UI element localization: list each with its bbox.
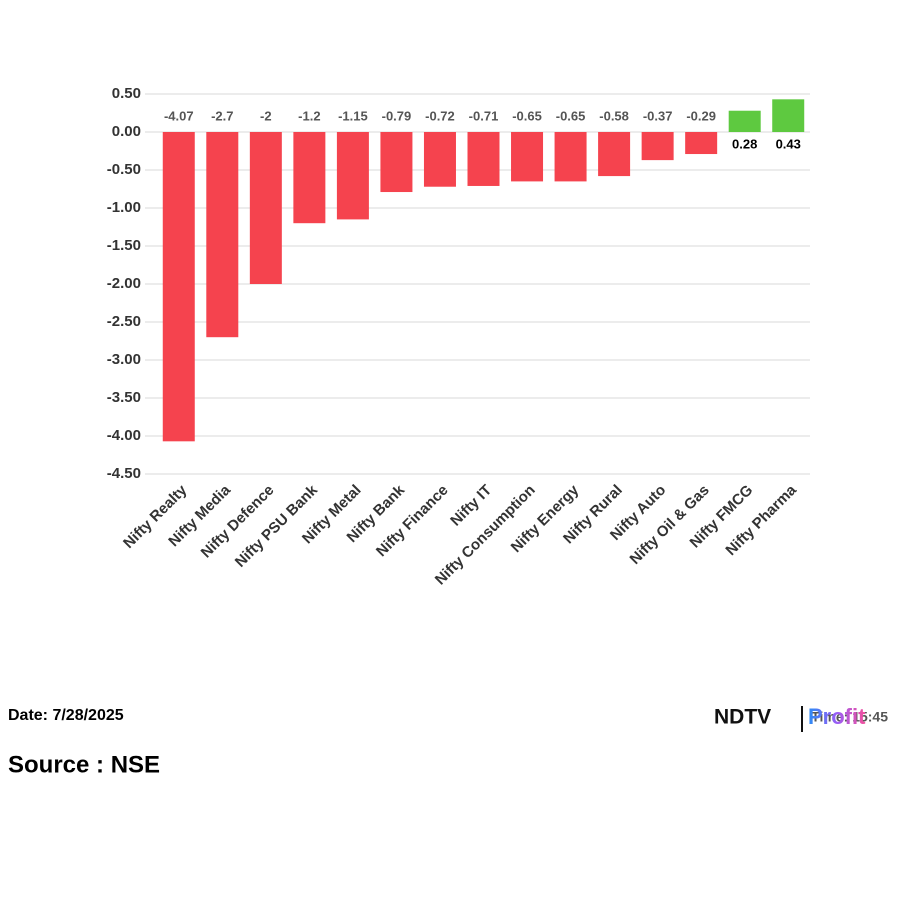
bar: [641, 132, 674, 161]
time: Time: 15:45: [811, 709, 888, 725]
value-label: -1.2: [298, 108, 320, 123]
y-tick-label: -2.00: [107, 275, 141, 292]
bar: [772, 99, 805, 132]
y-tick-label: -3.00: [107, 351, 141, 368]
value-label: -2.7: [211, 108, 233, 123]
y-tick-label: -4.00: [107, 427, 141, 444]
value-label: -1.15: [338, 108, 368, 123]
bar: [728, 110, 761, 132]
logo-ndtv: NDTV: [714, 706, 771, 729]
value-label: 0.43: [776, 136, 801, 151]
value-label: -0.65: [556, 108, 586, 123]
value-label: -0.71: [469, 108, 499, 123]
y-tick-label: -3.50: [107, 389, 141, 406]
bar: [249, 132, 282, 284]
bar: [511, 132, 544, 182]
value-label: -0.79: [382, 108, 412, 123]
bar: [380, 132, 413, 193]
bar: [206, 132, 239, 338]
value-label: -0.58: [599, 108, 629, 123]
bar: [423, 132, 456, 187]
value-label: -0.65: [512, 108, 542, 123]
y-tick-label: -4.50: [107, 465, 141, 482]
y-tick-label: -1.50: [107, 237, 141, 254]
bar: [554, 132, 587, 182]
bar: [685, 132, 718, 155]
value-label: -0.72: [425, 108, 455, 123]
source: Source : NSE: [8, 751, 160, 778]
y-tick-label: -1.00: [107, 199, 141, 216]
bar: [467, 132, 500, 186]
value-label: 0.28: [732, 136, 757, 151]
bar: [162, 132, 195, 442]
y-tick-label: 0.00: [112, 123, 141, 140]
y-tick-label: -0.50: [107, 161, 141, 178]
bar: [598, 132, 631, 177]
value-label: -4.07: [164, 108, 194, 123]
value-label: -2: [260, 108, 272, 123]
value-label: -0.29: [686, 108, 716, 123]
logo-profit: Profit: [808, 704, 866, 729]
date: Date: 7/28/2025: [8, 707, 124, 724]
bar: [336, 132, 369, 220]
value-label: -0.37: [643, 108, 673, 123]
y-tick-label: 0.50: [112, 85, 141, 102]
bar: [293, 132, 326, 224]
y-tick-label: -2.50: [107, 313, 141, 330]
